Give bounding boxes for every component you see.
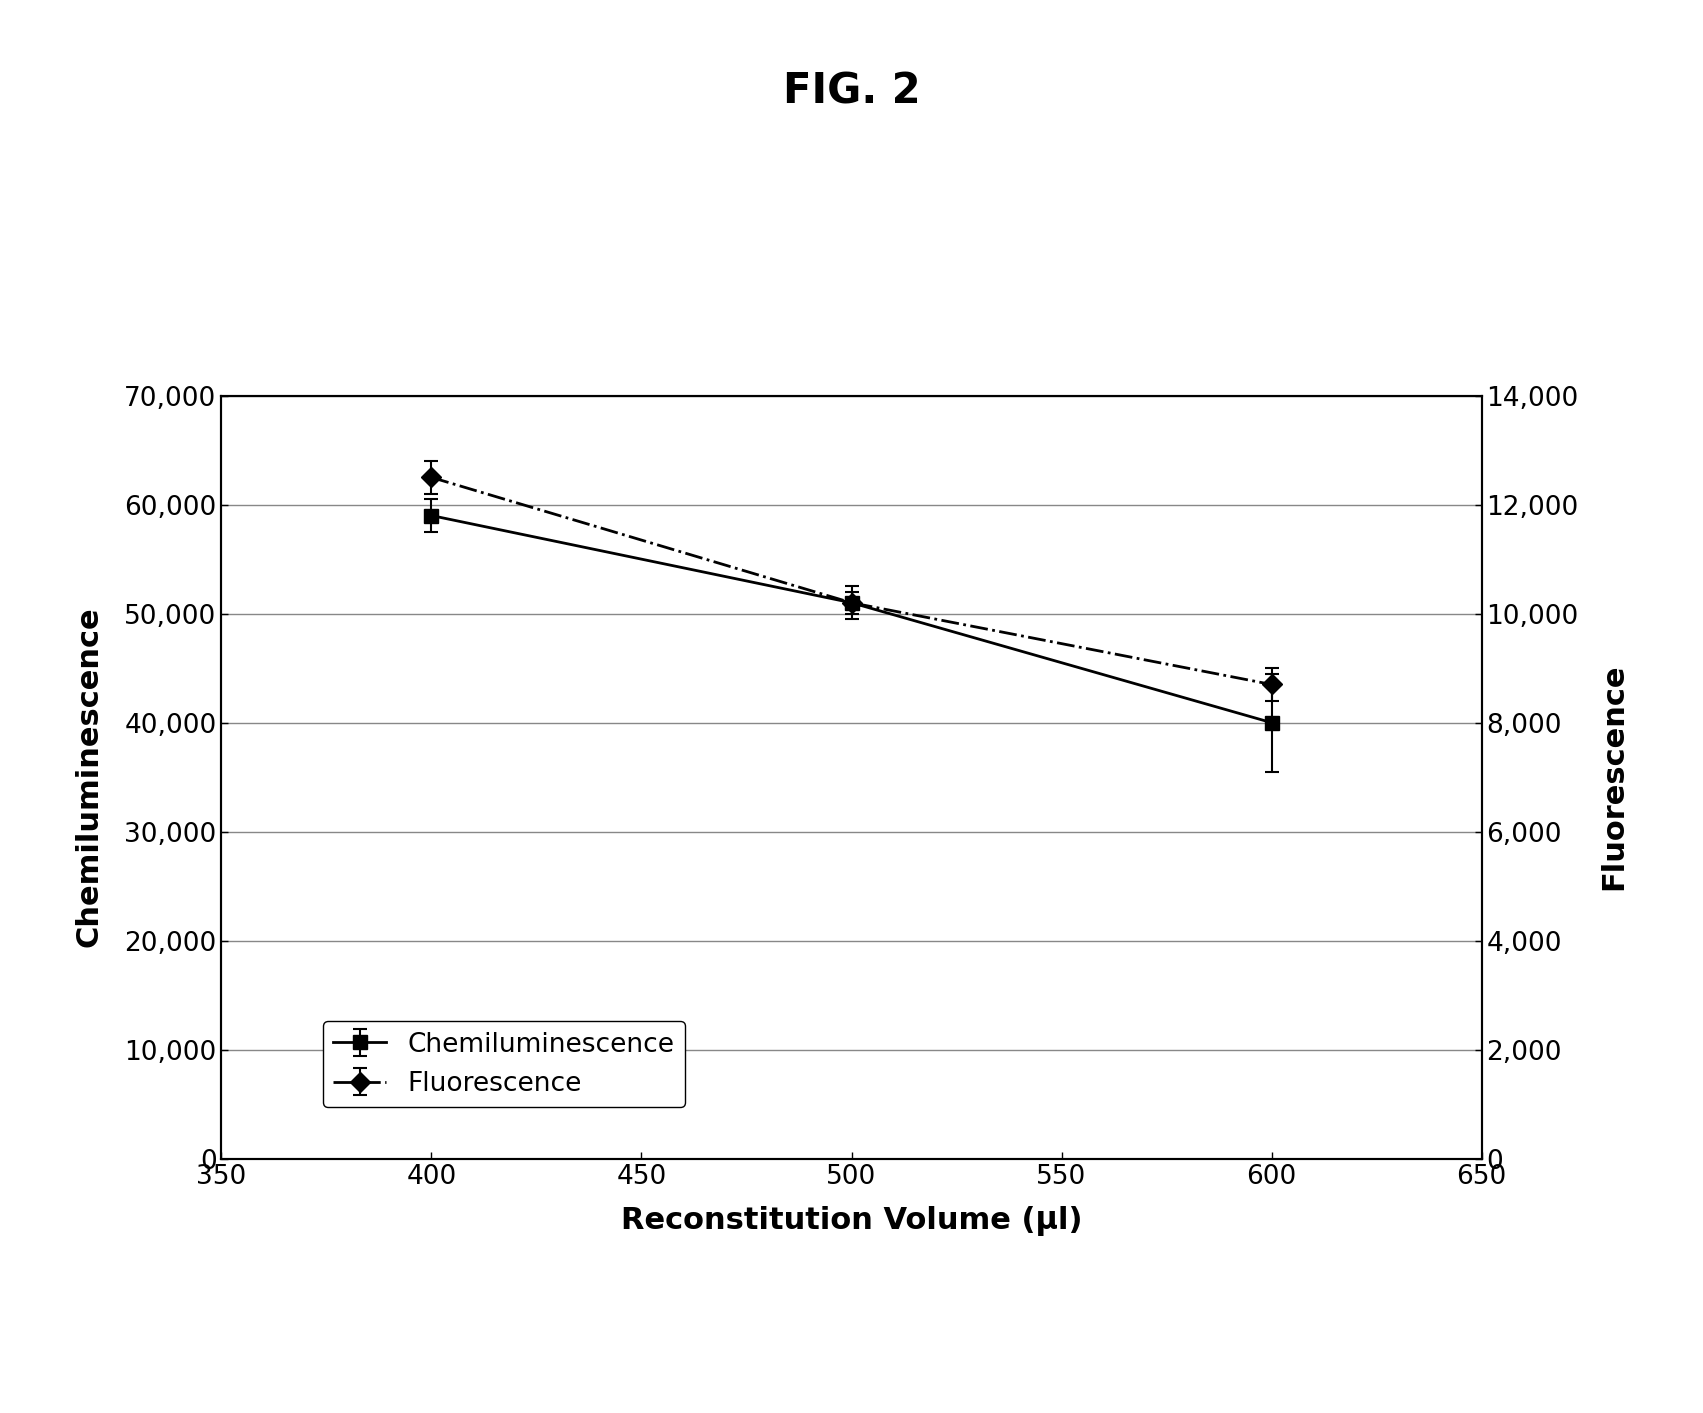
Legend: Chemiluminescence, Fluorescence: Chemiluminescence, Fluorescence [324,1022,685,1108]
X-axis label: Reconstitution Volume (μl): Reconstitution Volume (μl) [622,1207,1081,1236]
Y-axis label: Chemiluminescence: Chemiluminescence [75,606,104,948]
Text: FIG. 2: FIG. 2 [783,71,920,113]
Y-axis label: Fluorescence: Fluorescence [1599,664,1628,890]
